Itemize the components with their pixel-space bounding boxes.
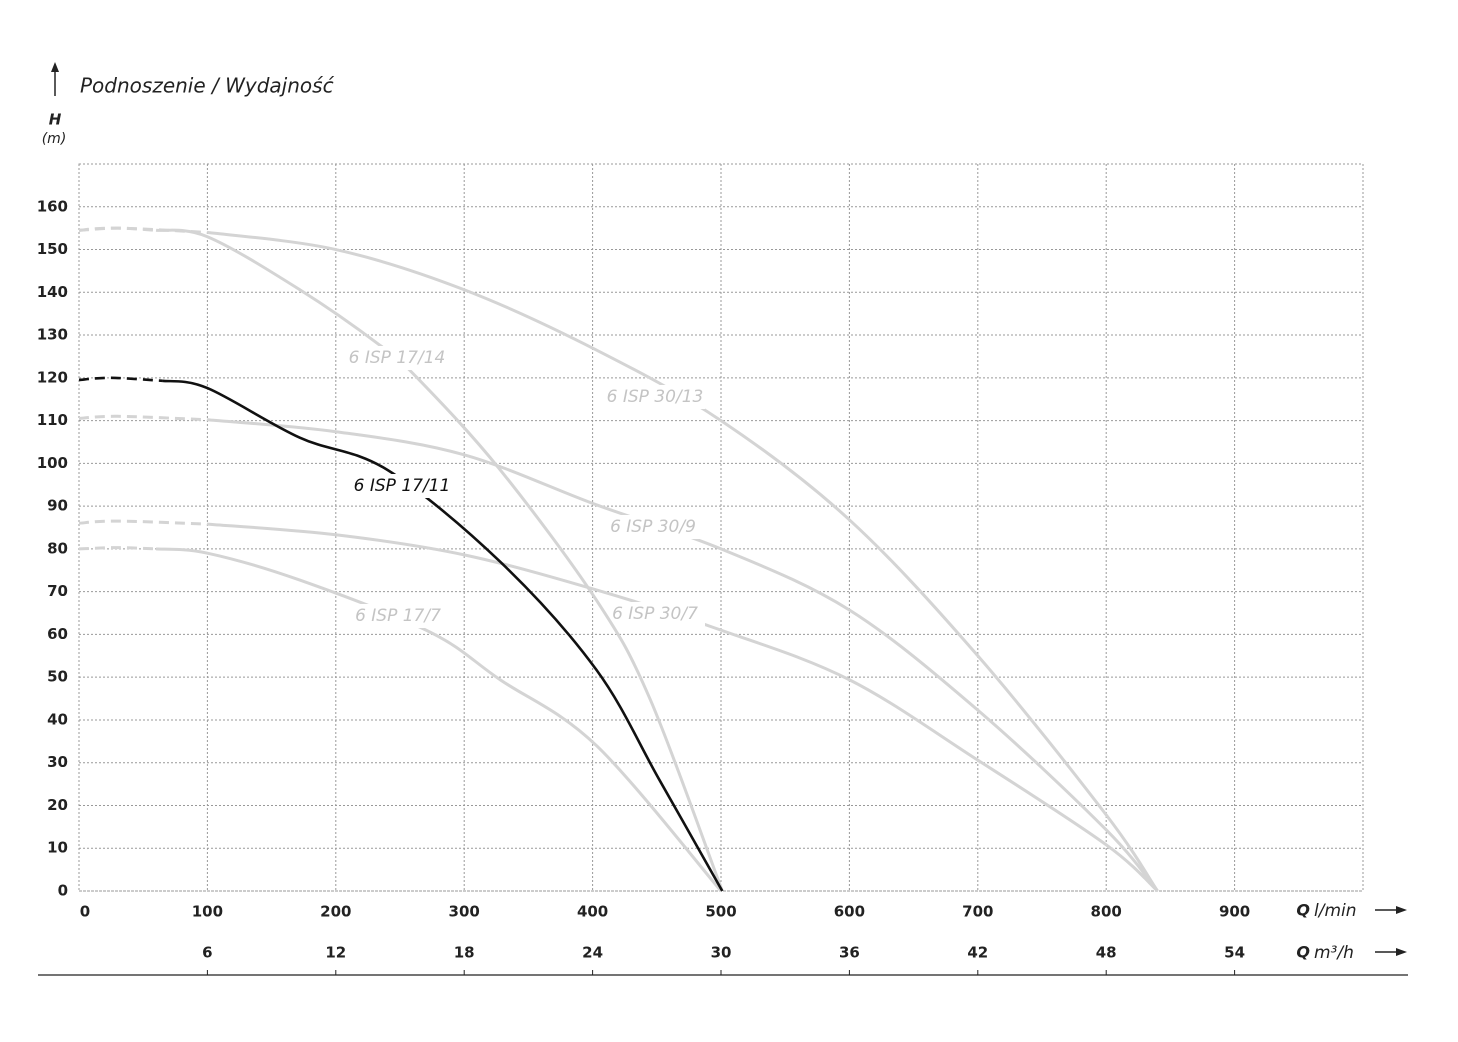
x2-tick-label: 24	[582, 944, 603, 962]
y-tick-label: 70	[47, 582, 68, 600]
x-label-unit: l/min	[1314, 901, 1357, 921]
label-gap	[605, 385, 705, 409]
label-gap	[605, 602, 705, 626]
curve-low-flow	[78, 519, 208, 526]
x2-arrow-head	[1396, 948, 1407, 956]
curve-low-flow	[78, 226, 157, 232]
x2-tick-label: 12	[325, 944, 346, 962]
curve-label: 6 ISP 17/11	[354, 476, 451, 496]
y-tick-label: 40	[47, 710, 68, 728]
y-tick-label: 130	[37, 326, 68, 344]
x-tick-label: 600	[834, 903, 865, 921]
label-gap	[347, 346, 447, 370]
x-tick-label: 300	[449, 903, 480, 921]
y-tick-label: 110	[37, 411, 68, 429]
y-tick-label: 20	[47, 796, 68, 814]
label-gap	[603, 515, 703, 539]
x-tick-label: 700	[962, 903, 993, 921]
curve-label: 6 ISP 17/14	[349, 348, 446, 368]
y-tick-label: 150	[37, 240, 68, 258]
curve	[207, 230, 1159, 892]
y-label-symbol: H	[49, 111, 62, 129]
y-tick-label: 60	[47, 625, 68, 643]
y-tick-label: 90	[47, 497, 68, 515]
curve-label: 6 ISP 30/13	[607, 387, 704, 407]
x2-label-unit: m³/h	[1314, 943, 1354, 963]
curve-low-flow	[78, 376, 163, 383]
chart-title: Podnoszenie / Wydajność	[80, 74, 335, 98]
x-tick-label: 500	[705, 903, 736, 921]
x2-tick-label: 6	[202, 944, 212, 962]
y-tick-label: 160	[37, 197, 68, 215]
x2-label-symbol: Q	[1296, 943, 1310, 962]
x-tick-label: 900	[1219, 903, 1250, 921]
label-gap	[352, 474, 452, 498]
label-gap	[348, 604, 448, 628]
curve	[207, 418, 1159, 892]
x-arrow-head	[1396, 906, 1407, 914]
y-tick-label: 10	[47, 839, 68, 857]
x2-tick-label: 30	[711, 944, 732, 962]
curve-low-flow	[78, 414, 208, 422]
y-tick-label: 50	[47, 668, 68, 686]
curve-label: 6 ISP 17/7	[355, 606, 441, 626]
y-label-unit: (m)	[42, 131, 67, 147]
x-tick-label: 0	[80, 903, 90, 921]
x2-tick-label: 18	[454, 944, 475, 962]
curve-label: 6 ISP 30/7	[612, 604, 698, 624]
x-tick-label: 100	[192, 903, 223, 921]
curve-label: 6 ISP 30/9	[610, 517, 696, 537]
y-tick-label: 100	[37, 454, 68, 472]
x2-tick-label: 36	[839, 944, 860, 962]
x2-tick-label: 48	[1096, 944, 1117, 962]
x2-tick-label: 42	[967, 944, 988, 962]
x-tick-label: 200	[320, 903, 351, 921]
y-tick-label: 0	[58, 882, 68, 900]
x2-tick-label: 54	[1224, 944, 1245, 962]
curve-low-flow	[78, 546, 157, 551]
x-tick-label: 400	[577, 903, 608, 921]
curve	[207, 522, 1159, 893]
y-tick-label: 30	[47, 753, 68, 771]
y-tick-label: 80	[47, 539, 68, 557]
y-tick-label: 120	[37, 368, 68, 386]
y-tick-label: 140	[37, 283, 68, 301]
y-arrow-head	[51, 62, 59, 72]
curve	[162, 379, 724, 892]
curve	[155, 547, 723, 892]
x-label-symbol: Q	[1296, 901, 1310, 920]
x-tick-label: 800	[1091, 903, 1122, 921]
curve	[155, 228, 724, 892]
